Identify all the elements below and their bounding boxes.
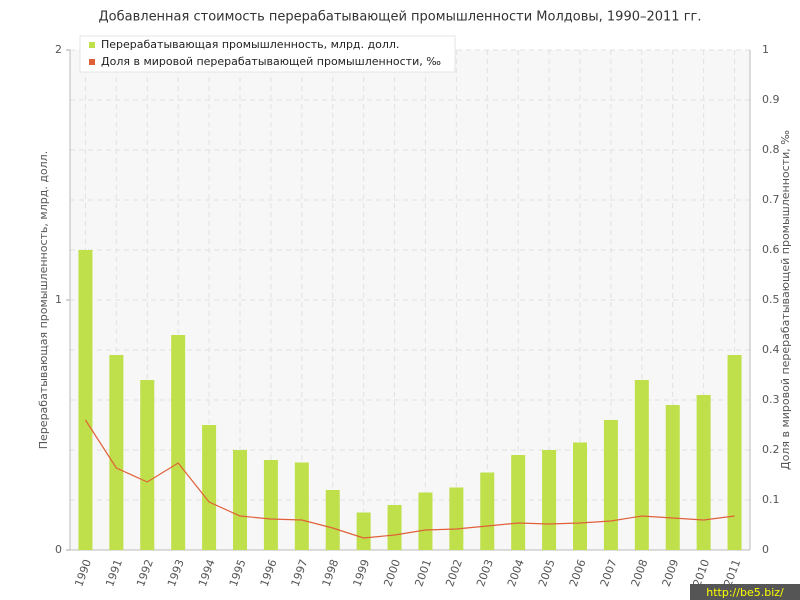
bar xyxy=(480,472,495,550)
bar xyxy=(294,462,309,550)
x-tick-label: 2011 xyxy=(721,558,743,589)
x-tick-label: 2004 xyxy=(505,558,527,589)
x-tick-label: 2001 xyxy=(412,558,434,589)
legend-swatch xyxy=(89,59,95,65)
y2-tick-label: 1 xyxy=(762,43,769,56)
bar xyxy=(511,455,526,550)
y2-tick-label: 0 xyxy=(762,543,769,556)
bar xyxy=(696,395,711,550)
y-axis-label: Перерабатывающая промышленность, млрд. д… xyxy=(37,151,50,449)
x-tick-label: 2003 xyxy=(474,558,496,589)
x-tick-label: 2009 xyxy=(660,558,682,589)
bar xyxy=(387,505,402,550)
bar xyxy=(171,335,186,550)
legend-box xyxy=(79,35,456,73)
y2-tick-label: 0.3 xyxy=(762,393,780,406)
bar xyxy=(356,512,371,550)
x-tick-label: 2006 xyxy=(567,558,589,589)
x-tick-label: 1993 xyxy=(165,558,187,589)
x-tick-label: 1992 xyxy=(134,558,156,589)
bar xyxy=(665,405,680,550)
x-tick-label: 2008 xyxy=(629,558,651,589)
y2-tick-label: 0.9 xyxy=(762,93,780,106)
bar xyxy=(263,460,278,550)
x-tick-label: 1998 xyxy=(320,558,342,589)
x-tick-label: 2005 xyxy=(536,558,558,589)
x-tick-label: 1995 xyxy=(227,558,249,589)
bar xyxy=(449,487,464,550)
bar xyxy=(78,250,93,550)
bar xyxy=(418,492,433,550)
watermark-box xyxy=(690,584,800,600)
y2-tick-label: 0.6 xyxy=(762,243,780,256)
y2-tick-label: 0.5 xyxy=(762,293,780,306)
y-tick-label: 2 xyxy=(55,43,62,56)
y2-tick-label: 0.7 xyxy=(762,193,780,206)
x-tick-label: 2000 xyxy=(381,558,403,589)
x-tick-label: 1990 xyxy=(72,558,94,589)
bar xyxy=(727,355,742,550)
legend-label: Доля в мировой перерабатывающей промышле… xyxy=(101,55,441,68)
bar xyxy=(202,425,217,550)
x-tick-label: 2010 xyxy=(690,558,712,589)
x-tick-label: 1996 xyxy=(258,558,280,589)
bar xyxy=(140,380,155,550)
bar xyxy=(233,450,247,550)
chart-title: Добавленная стоимость перерабатывающей п… xyxy=(99,10,702,25)
bar xyxy=(634,380,649,550)
y2-axis-label: Доля в мировой перерабатывающей промышле… xyxy=(779,130,792,470)
legend xyxy=(79,35,456,73)
x-tick-label: 1997 xyxy=(289,558,311,589)
y2-tick-label: 0.8 xyxy=(762,143,780,156)
x-tick-label: 1999 xyxy=(350,558,372,589)
x-tick-label: 1991 xyxy=(103,558,125,589)
y2-tick-label: 0.4 xyxy=(762,343,780,356)
bar xyxy=(542,450,557,550)
x-tick-label: 1994 xyxy=(196,558,218,589)
bar xyxy=(573,442,587,550)
line xyxy=(84,419,735,539)
y2-tick-label: 0.2 xyxy=(762,443,780,456)
legend-swatch xyxy=(89,42,95,48)
bar xyxy=(325,490,340,550)
x-tick-label: 2002 xyxy=(443,558,465,589)
watermark: http://be5.biz/ xyxy=(706,586,784,599)
y-tick-label: 1 xyxy=(55,293,62,306)
legend-label: Перерабатывающая промышленность, млрд. д… xyxy=(101,38,399,51)
marks xyxy=(78,250,742,550)
x-tick-label: 2007 xyxy=(598,558,620,589)
bar xyxy=(603,420,618,550)
bar xyxy=(109,355,124,550)
y-tick-label: 0 xyxy=(55,543,62,556)
y2-tick-label: 0.1 xyxy=(762,493,780,506)
